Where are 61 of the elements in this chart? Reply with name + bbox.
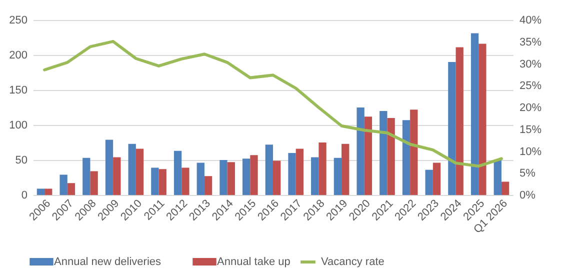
y-tick-label: 150	[9, 84, 28, 96]
bar	[158, 169, 166, 195]
bar	[204, 176, 212, 195]
bar	[470, 33, 479, 195]
bar	[36, 188, 45, 195]
bar	[82, 158, 90, 195]
bar	[105, 140, 114, 195]
bar	[311, 157, 319, 195]
y-tick-label: 100	[9, 120, 28, 132]
y2-tick-label: 15%	[520, 124, 542, 136]
legend-label: Annual take up	[217, 256, 290, 268]
bar	[113, 157, 121, 195]
bar	[242, 158, 250, 195]
y2-tick-label: 0%	[520, 190, 536, 202]
bar	[410, 110, 418, 195]
bar	[288, 153, 296, 195]
bar	[136, 148, 144, 195]
bar	[425, 170, 433, 195]
legend-label: Vacancy rate	[321, 256, 384, 268]
bar	[67, 183, 76, 195]
bar	[342, 144, 350, 195]
bar	[60, 174, 68, 195]
y-tick-label: 50	[15, 154, 28, 166]
bar	[432, 162, 441, 195]
bar	[318, 142, 326, 195]
y2-tick-label: 20%	[520, 102, 542, 114]
bar	[387, 118, 395, 195]
bar	[273, 160, 281, 195]
y2-tick-label: 40%	[520, 14, 542, 26]
y-tick-label: 250	[9, 14, 28, 26]
bar	[448, 62, 456, 195]
bar	[478, 44, 486, 195]
bar	[90, 171, 98, 195]
bar	[380, 111, 388, 195]
bar	[494, 160, 502, 195]
bar	[174, 150, 182, 195]
y2-tick-label: 30%	[520, 58, 542, 70]
bar	[501, 182, 510, 195]
bar	[151, 168, 159, 195]
bar	[182, 168, 190, 195]
line-series	[43, 40, 503, 168]
bar	[44, 188, 52, 195]
y-tick-label: 0	[21, 190, 28, 202]
bar	[364, 116, 372, 195]
bar	[296, 148, 304, 195]
legend-label: Annual new deliveries	[54, 256, 162, 268]
y2-tick-label: 35%	[520, 36, 542, 48]
bar	[227, 162, 235, 195]
y2-tick-label: 10%	[520, 146, 542, 158]
bar	[250, 155, 258, 195]
bar	[220, 160, 228, 195]
bar	[265, 144, 273, 195]
bar	[196, 162, 204, 195]
bar	[456, 47, 464, 195]
bar	[334, 158, 342, 195]
y2-tick-label: 5%	[520, 168, 536, 180]
bar	[128, 144, 136, 195]
y-tick-label: 200	[9, 50, 28, 62]
y2-tick-label: 25%	[520, 80, 542, 92]
bar	[402, 120, 410, 195]
bar	[356, 108, 364, 195]
